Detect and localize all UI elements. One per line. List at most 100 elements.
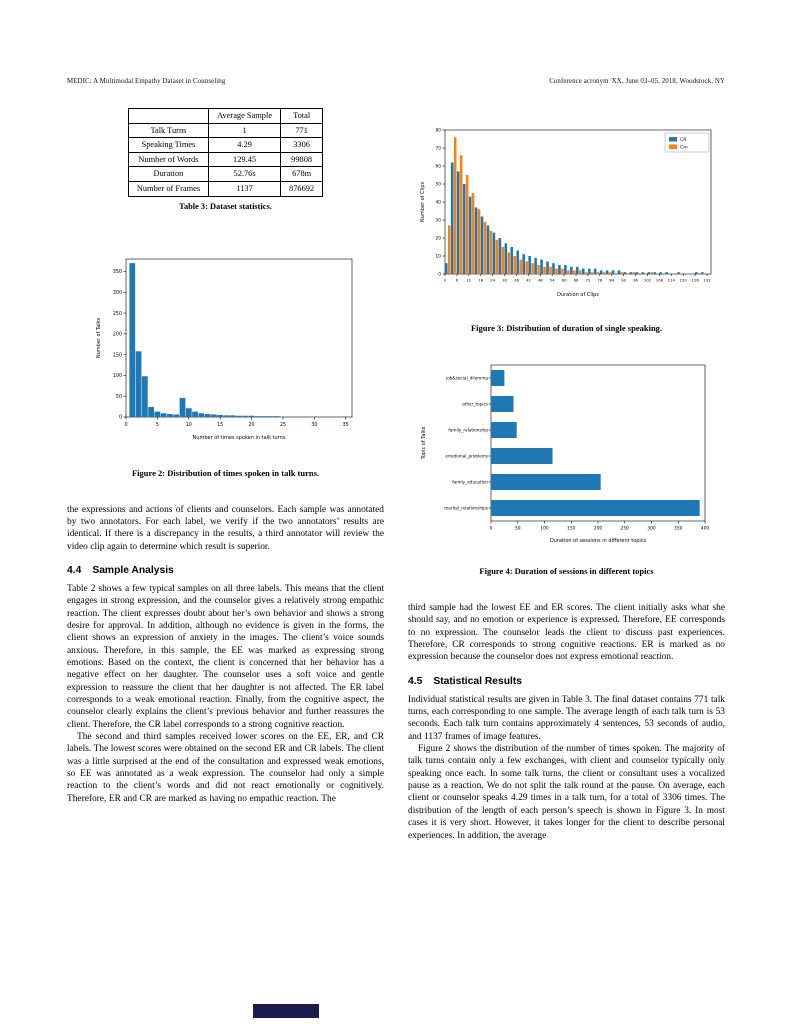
svg-text:10: 10 <box>435 254 441 260</box>
svg-text:84: 84 <box>609 278 614 283</box>
table-cell: 678m <box>280 166 324 182</box>
right-column: 0 10 20 30 40 50 60 70 80 0 6 12 18 24 30 36 42 48 54 60 66 7… <box>408 112 725 842</box>
svg-text:30: 30 <box>311 422 317 428</box>
svg-text:54: 54 <box>549 278 554 283</box>
section-title: Sample Analysis <box>92 564 174 576</box>
svg-text:Duration of sessions in differ: Duration of sessions in different topics <box>549 538 646 544</box>
svg-text:0: 0 <box>438 272 441 278</box>
svg-text:200: 200 <box>593 526 602 532</box>
table-cell: 1 <box>208 122 282 139</box>
table-cell: 99808 <box>280 151 324 168</box>
legend: CR Cm <box>664 132 709 153</box>
svg-text:Number of Clips: Number of Clips <box>420 182 426 223</box>
table-cell: Talk Turns <box>127 122 210 139</box>
svg-text:Cm: Cm <box>680 145 688 151</box>
body-paragraph: The second and third samples received lo… <box>67 732 384 804</box>
histogram-bars-CR <box>444 162 704 274</box>
svg-text:150: 150 <box>112 352 121 358</box>
svg-text:20: 20 <box>248 422 254 428</box>
svg-text:72: 72 <box>585 278 590 283</box>
svg-text:other_topics: other_topics <box>462 402 488 407</box>
svg-text:96: 96 <box>633 278 638 283</box>
svg-text:family_education: family_education <box>452 480 488 485</box>
svg-text:200: 200 <box>112 331 121 337</box>
svg-text:job&social_dilemma: job&social_dilemma <box>445 376 488 381</box>
plot-frame <box>490 364 705 522</box>
svg-text:marital_relationships: marital_relationships <box>444 506 488 511</box>
svg-text:24: 24 <box>490 278 495 283</box>
horizontal-bars <box>490 370 700 516</box>
figure2-chart: 0 50 100 150 200 250 300 350 0 5 10 15 20 25 30 35 Numbe… <box>96 258 352 441</box>
svg-text:Number of times spoken in talk: Number of times spoken in talk turns <box>192 435 285 441</box>
footer-mark <box>253 1004 319 1018</box>
svg-text:50: 50 <box>514 526 520 532</box>
svg-text:78: 78 <box>597 278 602 283</box>
svg-text:30: 30 <box>435 218 441 224</box>
figure4-caption: Figure 4: Duration of sessions in differ… <box>479 566 654 576</box>
svg-text:102: 102 <box>643 278 651 283</box>
table-row: Duration 52.76s 678m <box>127 166 324 182</box>
table-header-cell: Total <box>280 108 324 124</box>
svg-text:70: 70 <box>435 146 441 152</box>
svg-text:100: 100 <box>540 526 549 532</box>
table-cell: Number of Words <box>127 151 210 168</box>
table3-caption: Table 3: Dataset statistics. <box>179 201 272 211</box>
svg-text:35: 35 <box>342 422 348 428</box>
svg-text:family_relationship: family_relationship <box>448 428 488 433</box>
table-row: Talk Turns 1 771 <box>127 122 324 139</box>
header-left-title: MEDIC: A Multimodal Empathy Dataset in C… <box>67 78 226 85</box>
svg-text:0: 0 <box>118 414 121 420</box>
svg-text:30: 30 <box>502 278 507 283</box>
body-paragraph: the expressions and actions of clients a… <box>67 504 384 552</box>
histogram-bars-Cm <box>447 137 653 274</box>
figure4: job&social_dilemma other_topics family_rel… <box>408 357 725 576</box>
svg-text:20: 20 <box>435 236 441 242</box>
svg-text:5: 5 <box>155 422 158 428</box>
header-right-conference: Conference acronym 'XX, June 03–05, 2018… <box>549 78 725 85</box>
table-cell: Number of Frames <box>127 180 210 197</box>
histogram-bars <box>128 262 349 417</box>
table-cell: 129.45 <box>208 151 282 168</box>
svg-text:100: 100 <box>112 373 121 379</box>
svg-text:250: 250 <box>112 310 121 316</box>
section-title: Statistical Results <box>433 675 523 687</box>
svg-text:114: 114 <box>667 278 675 283</box>
svg-text:80: 80 <box>435 128 441 134</box>
svg-text:126: 126 <box>691 278 699 283</box>
svg-text:0: 0 <box>489 526 492 532</box>
svg-text:150: 150 <box>567 526 576 532</box>
svg-text:400: 400 <box>700 526 709 532</box>
table-header-cell <box>127 108 210 124</box>
svg-text:6: 6 <box>455 278 458 283</box>
svg-text:250: 250 <box>620 526 629 532</box>
table-cell: Duration <box>127 166 210 182</box>
body-paragraph: Individual statistical results are given… <box>408 694 725 742</box>
dataset-table: Average Sample Total Talk Turns 1 771 Speakin… <box>127 108 324 197</box>
svg-text:50: 50 <box>115 393 121 399</box>
svg-text:132: 132 <box>703 278 711 283</box>
svg-text:emotional_problems: emotional_problems <box>445 454 488 459</box>
svg-text:Number of Talks: Number of Talks <box>96 317 102 358</box>
svg-text:66: 66 <box>573 278 578 283</box>
table-cell: 876692 <box>280 180 324 197</box>
body-paragraph: third sample had the lowest EE and ER sc… <box>408 603 725 663</box>
svg-text:120: 120 <box>679 278 687 283</box>
figure2: 0 50 100 150 200 250 300 350 0 5 10 15 20 25 30 35 Numbe… <box>67 251 384 478</box>
section-heading-4-5: 4.5 Statistical Results <box>408 676 725 687</box>
svg-text:350: 350 <box>674 526 683 532</box>
table-cell: 1137 <box>208 180 282 197</box>
left-column: Average Sample Total Talk Turns 1 771 Speakin… <box>67 104 384 805</box>
svg-text:42: 42 <box>525 278 530 283</box>
svg-text:0: 0 <box>443 278 446 283</box>
table-header-cell: Average Sample <box>208 108 282 124</box>
svg-text:60: 60 <box>435 164 441 170</box>
table-cell: 3306 <box>280 137 324 153</box>
section-heading-4-4: 4.4 Sample Analysis <box>67 565 384 576</box>
table-cell: Speaking Times <box>127 137 210 153</box>
table-row: Number of Frames 1137 876692 <box>127 180 324 197</box>
svg-text:0: 0 <box>124 422 127 428</box>
svg-text:25: 25 <box>279 422 285 428</box>
figure4-chart: job&social_dilemma other_topics family_rel… <box>421 364 709 544</box>
table-cell: 771 <box>280 122 324 139</box>
